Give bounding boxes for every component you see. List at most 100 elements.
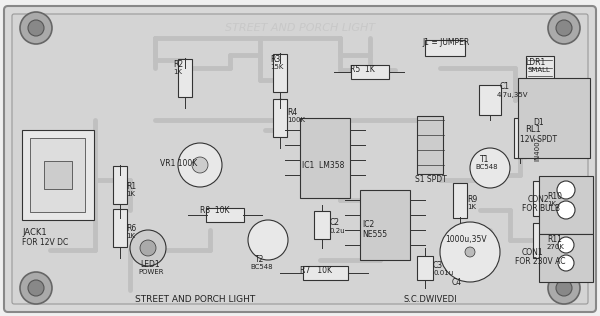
- Circle shape: [558, 237, 574, 253]
- Text: R5  1K: R5 1K: [350, 65, 375, 74]
- Circle shape: [557, 201, 575, 219]
- Circle shape: [440, 222, 500, 282]
- Bar: [518, 78, 590, 158]
- Bar: [425, 40, 465, 56]
- Text: 1000u,35V: 1000u,35V: [445, 235, 487, 244]
- Bar: [22, 130, 94, 220]
- Bar: [113, 166, 127, 204]
- Text: STREET AND PORCH LIGHT: STREET AND PORCH LIGHT: [135, 295, 255, 305]
- Text: R4: R4: [287, 108, 297, 117]
- Text: VR1 100K: VR1 100K: [160, 159, 197, 167]
- Bar: [351, 65, 389, 79]
- Text: CON2: CON2: [528, 195, 550, 204]
- Text: SMALL: SMALL: [527, 67, 550, 73]
- Text: R6: R6: [126, 224, 136, 233]
- Text: R1: R1: [126, 182, 136, 191]
- Bar: [113, 209, 127, 247]
- Bar: [314, 211, 330, 239]
- Circle shape: [556, 280, 572, 296]
- Text: STREET AND PORCH LIGHT: STREET AND PORCH LIGHT: [225, 23, 375, 33]
- Text: S1 SPDT: S1 SPDT: [415, 175, 447, 184]
- Text: LDR1: LDR1: [525, 58, 545, 67]
- Text: BC548: BC548: [250, 264, 272, 270]
- Bar: [526, 56, 554, 90]
- Text: FOR BULB: FOR BULB: [522, 204, 560, 213]
- Bar: [539, 176, 593, 234]
- Text: 1K: 1K: [173, 69, 182, 75]
- Text: LED1: LED1: [140, 260, 160, 269]
- Text: T1: T1: [480, 155, 490, 164]
- Circle shape: [470, 148, 510, 188]
- Text: 270K: 270K: [547, 244, 565, 250]
- Bar: [302, 266, 347, 280]
- Circle shape: [548, 272, 580, 304]
- Text: POWER: POWER: [138, 269, 163, 275]
- Bar: [300, 118, 350, 198]
- Text: S.C.DWIVEDI: S.C.DWIVEDI: [403, 295, 457, 305]
- Circle shape: [178, 143, 222, 187]
- Bar: [273, 99, 287, 137]
- Text: R8  10K: R8 10K: [200, 206, 229, 215]
- Text: R7   10K: R7 10K: [300, 266, 332, 275]
- FancyBboxPatch shape: [4, 6, 596, 312]
- Text: IC2: IC2: [362, 220, 374, 229]
- Text: C1: C1: [500, 82, 510, 91]
- Bar: [479, 85, 501, 115]
- Circle shape: [558, 255, 574, 271]
- Text: R3: R3: [270, 55, 280, 64]
- Bar: [44, 161, 72, 189]
- Circle shape: [130, 230, 166, 266]
- Text: 1K: 1K: [126, 233, 135, 239]
- Text: BC548: BC548: [475, 164, 497, 170]
- Text: 0.2u: 0.2u: [330, 228, 346, 234]
- Bar: [417, 116, 443, 174]
- Text: R9: R9: [467, 195, 477, 204]
- Circle shape: [556, 20, 572, 36]
- Text: R10: R10: [547, 192, 562, 201]
- Text: 1K: 1K: [547, 201, 556, 207]
- Text: C3: C3: [433, 261, 443, 270]
- Circle shape: [28, 20, 44, 36]
- Bar: [533, 180, 547, 216]
- Circle shape: [557, 181, 575, 199]
- Circle shape: [140, 240, 156, 256]
- Text: 12V SPDT: 12V SPDT: [520, 135, 557, 144]
- Text: 15K: 15K: [270, 64, 283, 70]
- Bar: [178, 59, 192, 97]
- FancyBboxPatch shape: [12, 14, 588, 304]
- Circle shape: [465, 247, 475, 257]
- Circle shape: [28, 280, 44, 296]
- Text: 100K: 100K: [287, 117, 305, 123]
- Text: R11: R11: [547, 235, 562, 244]
- Text: FOR 12V DC: FOR 12V DC: [22, 238, 68, 247]
- Text: D1: D1: [533, 118, 544, 127]
- Bar: [360, 190, 410, 260]
- Text: IN4007: IN4007: [534, 136, 540, 161]
- Text: C2: C2: [330, 218, 340, 227]
- Bar: [273, 54, 287, 92]
- Circle shape: [192, 157, 208, 173]
- Text: NE555: NE555: [362, 230, 387, 239]
- Bar: [30, 138, 85, 212]
- Bar: [533, 222, 547, 258]
- Text: FOR 230V AC: FOR 230V AC: [515, 257, 566, 266]
- Text: R2: R2: [173, 60, 183, 69]
- Bar: [206, 208, 244, 222]
- Circle shape: [248, 220, 288, 260]
- Text: IC1  LM358: IC1 LM358: [302, 161, 344, 169]
- Circle shape: [548, 12, 580, 44]
- Text: 4.7u,35V: 4.7u,35V: [497, 92, 529, 98]
- Text: 1K: 1K: [467, 204, 476, 210]
- Circle shape: [20, 12, 52, 44]
- Bar: [417, 256, 433, 280]
- Text: CON1: CON1: [522, 248, 544, 257]
- Text: 0.01u: 0.01u: [433, 270, 453, 276]
- Text: T2: T2: [255, 255, 265, 264]
- Text: 1K: 1K: [126, 191, 135, 197]
- Bar: [453, 183, 467, 217]
- Circle shape: [20, 272, 52, 304]
- Bar: [514, 118, 526, 158]
- Text: RL1: RL1: [525, 125, 541, 134]
- Text: J1 = JUMPER: J1 = JUMPER: [422, 38, 469, 47]
- Text: JACK1: JACK1: [22, 228, 47, 237]
